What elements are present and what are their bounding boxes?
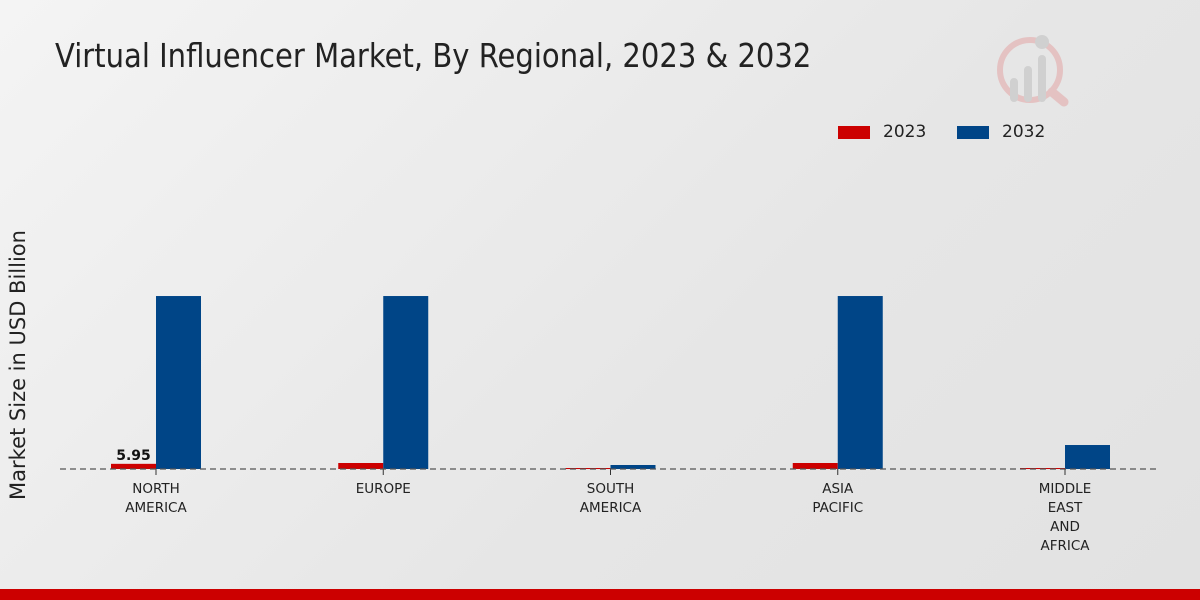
bar-2032-2 xyxy=(610,465,656,469)
legend-label-2032: 2032 xyxy=(1002,122,1046,142)
x-tick-label: EAST xyxy=(1048,500,1083,516)
x-tick-label: SOUTH xyxy=(587,481,634,497)
bar-2023-1 xyxy=(338,463,384,469)
x-tick-label: AFRICA xyxy=(1040,538,1090,554)
x-tick-label: PACIFIC xyxy=(812,500,863,516)
data-label: 5.95 xyxy=(116,448,151,464)
bar-2032-0 xyxy=(156,296,201,469)
x-tick-label: NORTH xyxy=(132,481,180,497)
legend-item-2032: 2032 xyxy=(957,122,1045,142)
bar-2032-4 xyxy=(1065,445,1110,469)
bar-2032-1 xyxy=(383,296,429,469)
legend-item-2023: 2023 xyxy=(838,122,926,142)
bar-2023-3 xyxy=(792,463,838,469)
chart-title: Virtual Influencer Market, By Regional, … xyxy=(55,36,812,75)
footer-accent-bar xyxy=(0,589,1200,600)
x-tick-label: ASIA xyxy=(822,481,854,497)
legend-swatch-2023 xyxy=(838,125,870,139)
x-tick-label: EUROPE xyxy=(356,481,411,497)
x-tick-label: AMERICA xyxy=(580,500,642,516)
x-tick-label: MIDDLE xyxy=(1039,481,1091,497)
bar-2023-0 xyxy=(111,463,156,469)
legend-swatch-2032 xyxy=(957,125,989,139)
logo-watermark-icon xyxy=(997,35,1069,107)
x-tick-label: AND xyxy=(1050,519,1080,535)
x-tick-label: AMERICA xyxy=(125,500,187,516)
bar-2032-3 xyxy=(837,296,883,469)
bar-2023-2 xyxy=(565,468,611,469)
legend-label-2023: 2023 xyxy=(883,122,927,142)
